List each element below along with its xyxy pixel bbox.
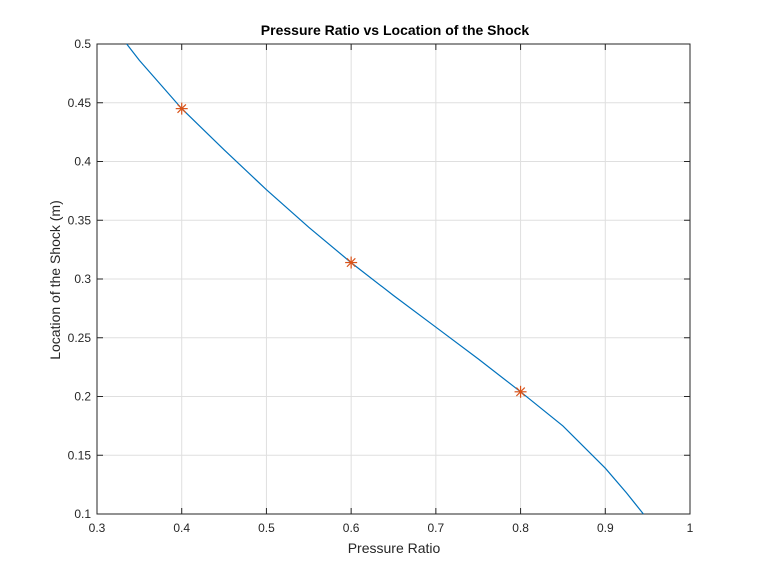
- x-tick-label: 0.8: [512, 521, 529, 535]
- x-tick-label: 1: [687, 521, 694, 535]
- chart-title: Pressure Ratio vs Location of the Shock: [261, 22, 530, 38]
- x-tick-label: 0.4: [173, 521, 190, 535]
- y-tick-label: 0.3: [74, 272, 91, 286]
- series-line: [126, 43, 644, 515]
- asterisk-marker: [514, 385, 527, 398]
- y-tick-label: 0.5: [74, 37, 91, 51]
- ticks: 0.3 0.4 0.5 0.6 0.7 0.8 0.9 1 0.1 0.15 0.2 0.25 0.3 0…: [68, 37, 694, 535]
- y-tick-label: 0.35: [68, 213, 92, 227]
- asterisk-marker: [175, 102, 188, 115]
- x-tick-label: 0.5: [258, 521, 275, 535]
- y-tick-label: 0.45: [68, 96, 92, 110]
- y-tick-label: 0.4: [74, 155, 91, 169]
- grid: [97, 44, 690, 514]
- x-tick-label: 0.6: [343, 521, 360, 535]
- y-tick-label: 0.15: [68, 448, 92, 462]
- x-axis-label: Pressure Ratio: [348, 540, 441, 556]
- y-tick-label: 0.2: [74, 390, 91, 404]
- y-tick-label: 0.1: [74, 507, 91, 521]
- x-tick-label: 0.9: [597, 521, 614, 535]
- series-layer: [126, 43, 644, 515]
- y-tick-label: 0.25: [68, 331, 92, 345]
- x-tick-label: 0.3: [89, 521, 106, 535]
- y-axis-label: Location of the Shock (m): [47, 200, 63, 360]
- asterisk-marker: [345, 256, 358, 269]
- x-tick-label: 0.7: [428, 521, 445, 535]
